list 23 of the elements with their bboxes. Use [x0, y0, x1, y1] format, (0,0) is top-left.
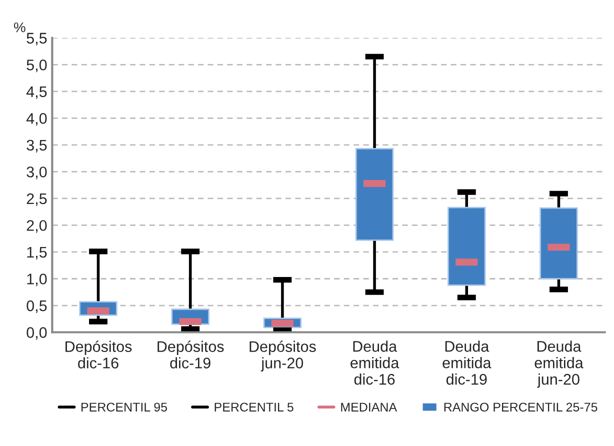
- y-tick-label: 3,5: [26, 140, 47, 152]
- text: PERCENTIL 5: [214, 402, 294, 412]
- x-tick-label: Depósitos jun-20: [250, 340, 316, 372]
- text: PERCENTIL 95: [81, 402, 167, 412]
- x-tick-label: Deuda emitida jun-20: [534, 340, 584, 388]
- y-tick-label: 2,5: [26, 193, 47, 206]
- y-tick-label: 4,0: [26, 113, 47, 126]
- x-tick-label: Depósitos dic-19: [158, 340, 224, 368]
- y-axis-title: %: [14, 22, 26, 32]
- y-tick-label: 2,0: [26, 220, 47, 233]
- y-tick-label: 0,0: [26, 327, 47, 340]
- y-tick-label: 3,0: [26, 166, 47, 180]
- x-tick-label: Depósitos dic-16: [66, 340, 132, 368]
- legend-label: RANGO PERCENTIL 25-75: [444, 402, 598, 412]
- y-tick-label: 4,5: [26, 86, 47, 99]
- y-tick-label: 5,5: [26, 32, 47, 46]
- y-tick-label: 0,5: [26, 300, 47, 313]
- text: MEDIANA: [341, 402, 398, 412]
- y-tick-label: 1,0: [27, 274, 47, 286]
- y-tick-label: 5,0: [26, 60, 47, 72]
- y-tick-label: 1,5: [27, 247, 47, 260]
- x-tick-label: Deuda emitida dic-16: [350, 340, 400, 385]
- x-tick-label: Deuda emitida dic-19: [442, 340, 492, 385]
